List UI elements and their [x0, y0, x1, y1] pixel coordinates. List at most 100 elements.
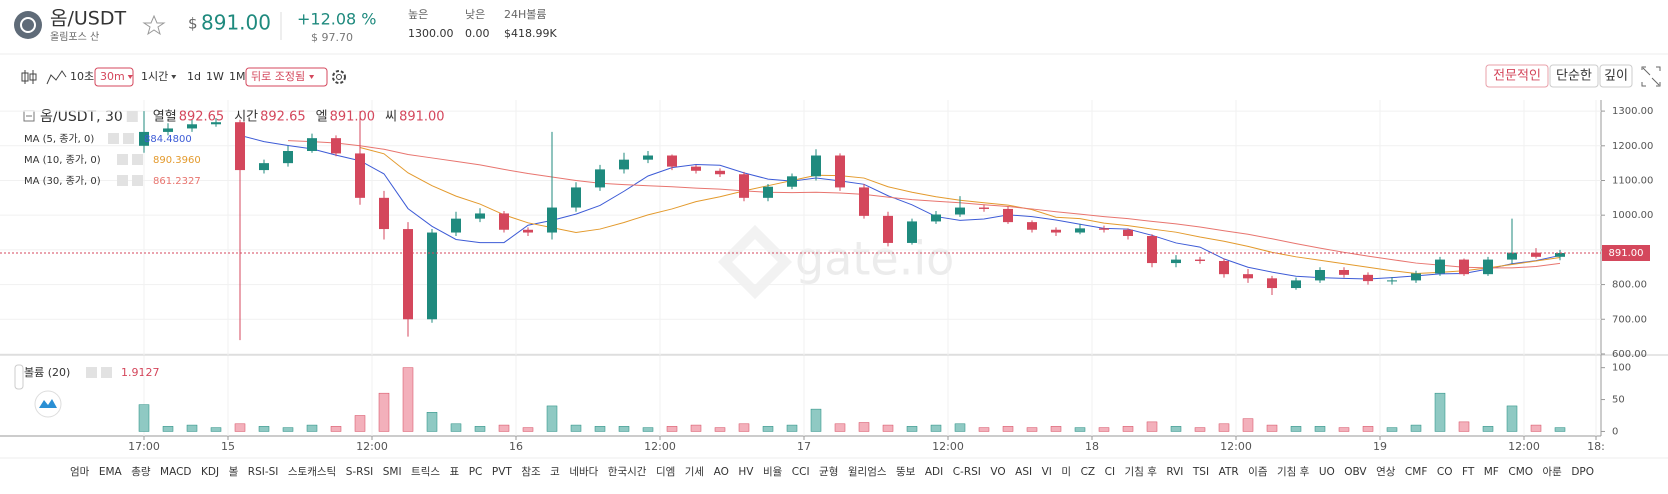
indicator[interactable]: CMO: [1508, 466, 1533, 478]
indicator[interactable]: 기세: [685, 466, 704, 478]
candle-body: [571, 187, 581, 208]
interval[interactable]: 30m: [100, 70, 125, 83]
volume-bar: [522, 427, 534, 432]
candle-body: [1075, 228, 1085, 233]
indicator[interactable]: 한국시간: [608, 466, 647, 478]
candle-body: [1291, 280, 1301, 289]
indicator[interactable]: PVT: [492, 466, 513, 478]
candle-body: [1435, 259, 1445, 274]
indicator[interactable]: OBV: [1344, 466, 1367, 478]
view-tab-label[interactable]: 전문적인: [1493, 69, 1541, 84]
indicator[interactable]: HV: [738, 466, 754, 478]
view-tab[interactable]: [1485, 64, 1549, 88]
volume-bar: [258, 426, 270, 432]
indicator[interactable]: 기침 후: [1125, 466, 1158, 478]
ma-settings[interactable]: [117, 175, 128, 186]
indicator[interactable]: C-RSI: [953, 466, 981, 478]
indicator[interactable]: KDJ: [201, 466, 219, 478]
ma-close[interactable]: [123, 133, 134, 144]
ma-close[interactable]: [132, 154, 143, 165]
indicator[interactable]: 엄마: [70, 466, 90, 478]
indicator[interactable]: 비율: [763, 466, 783, 478]
candle-body: [1003, 208, 1013, 223]
indicator[interactable]: AO: [714, 466, 729, 478]
indicator[interactable]: VO: [990, 466, 1005, 478]
indicator[interactable]: 기침 후: [1277, 466, 1310, 478]
ma-settings[interactable]: [117, 154, 128, 165]
interval-box[interactable]: [94, 67, 134, 87]
indicator[interactable]: S-RSI: [346, 466, 374, 478]
indicator[interactable]: CO: [1437, 466, 1453, 478]
indicator[interactable]: 표: [450, 466, 460, 478]
indicator[interactable]: EMA: [99, 466, 123, 478]
pane-handle[interactable]: [14, 364, 24, 390]
indicator[interactable]: DPO: [1571, 466, 1594, 478]
indicator[interactable]: UO: [1319, 466, 1335, 478]
indicator[interactable]: 트릭스: [411, 466, 440, 478]
indicator[interactable]: 참조: [521, 466, 541, 478]
indicator-icon[interactable]: [46, 70, 67, 85]
view-tab[interactable]: [1599, 64, 1633, 88]
indicator[interactable]: 연상: [1376, 466, 1396, 478]
view-tab-label[interactable]: 단순한: [1556, 69, 1592, 84]
view-tab-label[interactable]: 깊이: [1604, 69, 1628, 84]
indicator[interactable]: 스토캐스틱: [288, 466, 336, 478]
currency: $: [188, 15, 198, 33]
settings-button[interactable]: [86, 367, 97, 378]
interval[interactable]: 1시간: [141, 70, 168, 83]
indicator[interactable]: 이즘: [1248, 466, 1268, 478]
x-tick-label: 15: [221, 440, 235, 453]
indicator[interactable]: ASI: [1015, 466, 1032, 478]
ma-settings[interactable]: [108, 133, 119, 144]
interval[interactable]: 1d: [187, 70, 201, 83]
indicator[interactable]: SMI: [383, 466, 402, 478]
indicator[interactable]: CCI: [792, 466, 810, 478]
legend-button[interactable]: [126, 111, 138, 122]
fullscreen-icon[interactable]: [1641, 66, 1661, 87]
indicator[interactable]: 윌리엄스: [848, 466, 887, 478]
adjust[interactable]: 뒤로 조정됨: [251, 70, 305, 83]
volume-bar: [930, 424, 942, 432]
brand-button[interactable]: [34, 390, 62, 418]
indicator[interactable]: ADI: [925, 466, 943, 478]
x-tick-label: 16: [509, 440, 523, 453]
indicator[interactable]: VI: [1042, 466, 1052, 478]
indicator[interactable]: 미: [1061, 466, 1071, 478]
volume-bar: [1122, 426, 1134, 432]
indicator[interactable]: MF: [1484, 466, 1499, 478]
view-tab[interactable]: [1549, 64, 1599, 88]
indicator[interactable]: 뚱보: [896, 466, 916, 478]
volume-bar: [1098, 427, 1110, 432]
indicator[interactable]: RSI-SI: [248, 466, 279, 478]
volume-bar: [882, 424, 894, 432]
indicator[interactable]: RVI: [1166, 466, 1183, 478]
indicator[interactable]: 볼: [229, 466, 239, 478]
chart-type-icon[interactable]: [21, 70, 37, 84]
volume-bar: [1482, 426, 1494, 432]
adjust-box[interactable]: [245, 67, 328, 87]
indicator[interactable]: 총량: [131, 466, 151, 478]
interval[interactable]: 1M: [229, 70, 246, 83]
indicator[interactable]: CI: [1105, 466, 1115, 478]
indicator[interactable]: TSI: [1192, 466, 1209, 478]
indicator[interactable]: 균형: [819, 466, 838, 478]
indicator[interactable]: 코: [550, 466, 560, 478]
indicator[interactable]: 디엠: [656, 466, 675, 478]
close-button[interactable]: [101, 367, 112, 378]
indicator[interactable]: CZ: [1081, 466, 1096, 478]
volume-bar: [594, 426, 606, 432]
interval[interactable]: 10초: [70, 70, 94, 83]
volume-bar: [1050, 426, 1062, 432]
indicator[interactable]: ATR: [1219, 466, 1239, 478]
indicator[interactable]: CMF: [1405, 466, 1427, 478]
interval[interactable]: 1W: [206, 70, 224, 83]
indicator[interactable]: MACD: [160, 466, 191, 478]
indicator[interactable]: FT: [1462, 466, 1475, 478]
indicator[interactable]: 아룬: [1543, 466, 1563, 478]
x-tick-label: 12:00: [1220, 440, 1252, 453]
indicator[interactable]: 네바다: [569, 466, 598, 478]
indicator[interactable]: PC: [469, 466, 483, 478]
ma-close[interactable]: [132, 175, 143, 186]
favorite-star[interactable]: [142, 14, 166, 36]
settings-icon[interactable]: [332, 70, 346, 84]
